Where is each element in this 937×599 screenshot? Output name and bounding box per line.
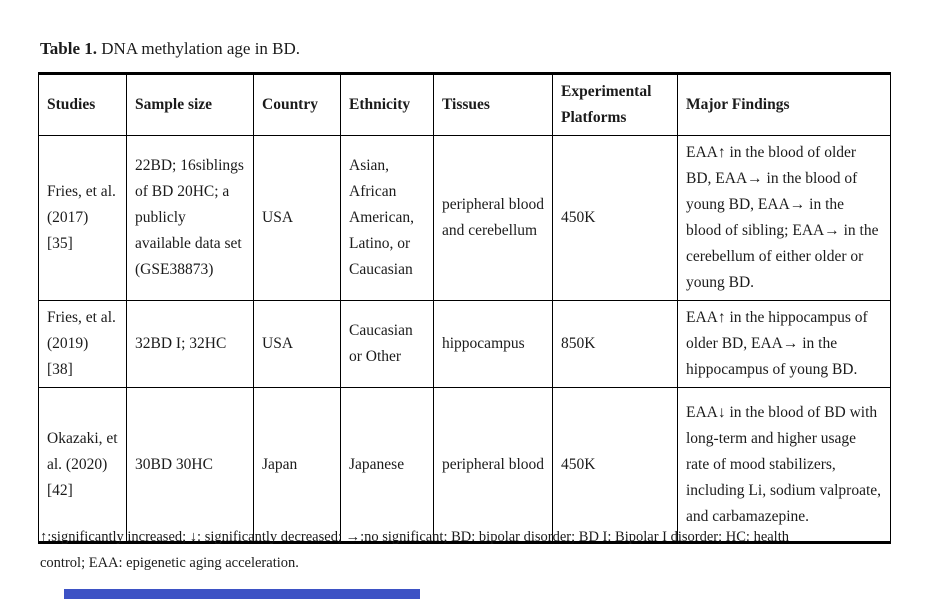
page-title: Table 1. DNA methylation age in BD. [40,38,900,60]
table-row: Okazaki, et al. (2020) [42] 30BD 30HC Ja… [38,387,891,543]
table-caption-text: DNA methylation age in BD. [97,39,301,58]
cell-studies: Okazaki, et al. (2020) [42] [38,387,127,543]
cell-findings: EAA↓ in the blood of BD with long-term a… [677,387,891,543]
table-caption-label: Table 1. [40,39,98,58]
table-footnote: ↑:significantly increased; ↓: significan… [40,524,910,576]
cell-sample-size: 32BD I; 32HC [126,300,254,388]
header-cell-ethnicity: Ethnicity [340,73,434,136]
cell-ethnicity: Japanese [340,387,434,543]
cell-studies: Fries, et al. (2017) [35] [38,135,127,301]
header-cell-sample-size: Sample size [126,73,254,136]
bottom-blue-bar [64,589,420,599]
data-table: Studies Sample size Country Ethnicity Ti… [38,72,891,544]
header-cell-country: Country [253,73,341,136]
cell-tissues: peripheral blood and cerebellum [433,135,553,301]
table-row: Fries, et al. (2019) [38] 32BD I; 32HC U… [38,300,891,388]
cell-findings: EAA↑ in the blood of older BD, EAA→ in t… [677,135,891,301]
cell-ethnicity: Caucasian or Other [340,300,434,388]
footnote-line-1: ↑:significantly increased; ↓: significan… [40,529,789,545]
cell-platform: 450K [552,135,678,301]
table-row: Fries, et al. (2017) [35] 22BD; 16siblin… [38,135,891,301]
cell-country: USA [253,300,341,388]
cell-country: Japan [253,387,341,543]
cell-platform: 450K [552,387,678,543]
cell-platform: 850K [552,300,678,388]
cell-country: USA [253,135,341,301]
header-cell-platforms: Experimental Platforms [552,73,678,136]
cell-studies: Fries, et al. (2019) [38] [38,300,127,388]
table-header-row: Studies Sample size Country Ethnicity Ti… [38,73,891,136]
header-cell-findings: Major Findings [677,73,891,136]
footnote-line-2: control; EAA: epigenetic aging accelerat… [40,555,299,571]
cell-tissues: hippocampus [433,300,553,388]
header-cell-studies: Studies [38,73,127,136]
cell-sample-size: 30BD 30HC [126,387,254,543]
cell-ethnicity: Asian, African American, Latino, or Cauc… [340,135,434,301]
cell-tissues: peripheral blood [433,387,553,543]
header-cell-tissues: Tissues [433,73,553,136]
cell-findings: EAA↑ in the hippocampus of older BD, EAA… [677,300,891,388]
cell-sample-size: 22BD; 16siblings of BD 20HC; a publicly … [126,135,254,301]
